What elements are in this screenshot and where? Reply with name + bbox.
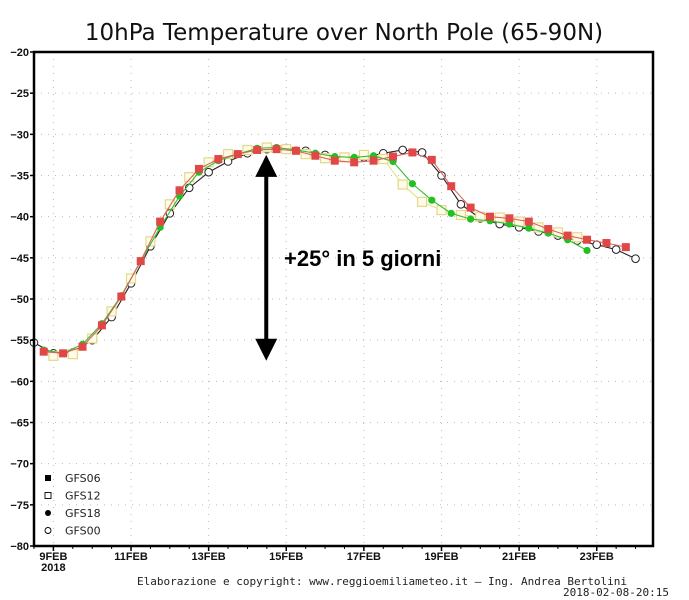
gfs00-point [398, 145, 407, 155]
gfs00-point [437, 171, 446, 180]
y-tick-label: −20 [10, 47, 29, 59]
gfs06-point [214, 155, 223, 164]
gfs06-point [291, 146, 300, 155]
gfs06-point [524, 217, 533, 226]
gfs12-point [514, 216, 525, 227]
y-tick-label: −30 [10, 129, 29, 141]
gfs06-point [602, 239, 611, 248]
gfs06-point [583, 235, 592, 244]
y-tick-label: −25 [10, 88, 29, 100]
legend-label-gfs18: GFS18 [65, 507, 101, 520]
gfs06-point [369, 156, 378, 165]
gfs06-point [253, 145, 262, 154]
credit-text: Elaborazione e copyright: www.reggioemil… [137, 575, 627, 588]
grid [34, 52, 653, 546]
gfs12-point [397, 179, 408, 190]
gfs12-point [358, 149, 369, 161]
annotation-text: +25° in 5 giorni [284, 246, 441, 271]
y-tick-label: −35 [10, 171, 29, 183]
gfs06-point [408, 148, 417, 157]
gfs12-point [222, 148, 234, 160]
gfs06-point [194, 164, 203, 173]
gfs06-point [156, 217, 165, 226]
x-tick-label: 19FEB [424, 551, 458, 563]
gfs06-point [39, 347, 48, 356]
legend-marker-gfs18 [45, 510, 51, 516]
gfs06-point [175, 186, 184, 195]
gfs12-point [416, 196, 428, 207]
gfs06-point [544, 225, 553, 234]
x-tick-label: 23FEB [580, 551, 614, 563]
series-layer [29, 142, 640, 361]
gfs18-point [583, 246, 591, 255]
gfs06-point [563, 231, 572, 240]
gfs06-point [427, 155, 436, 164]
x-tick-label: 9FEB [39, 551, 67, 563]
x-axis: 9FEB 11FEB 13FEB 15FEB 17FEB 19FEB 21FEB 23FEB 2… [33, 546, 637, 574]
gfs06-point [233, 150, 242, 159]
legend-marker-gfs12 [44, 492, 52, 499]
gfs06-point [330, 156, 339, 165]
legend-label-gfs12: GFS12 [65, 490, 101, 503]
gfs18-point [408, 180, 416, 188]
y-tick-label: −65 [10, 418, 29, 430]
legend-marker-gfs06 [45, 475, 51, 481]
annotation-arrow-head-down [255, 338, 278, 361]
gfs00-point [204, 167, 213, 177]
gfs06-point [486, 212, 495, 221]
gfs06-point [447, 182, 456, 191]
gfs18-point [525, 224, 533, 232]
legend: GFS06 GFS12 GFS18 GFS00 [44, 472, 101, 538]
gfs00-point [611, 245, 621, 254]
gfs06-point [350, 158, 359, 167]
gfs06-point [466, 203, 475, 212]
y-tick-label: −50 [10, 294, 29, 306]
annotation-arrow-head-up [255, 154, 278, 177]
y-tick-label: −60 [10, 376, 29, 388]
x-tick-label: 13FEB [192, 551, 226, 563]
gfs00-point [456, 200, 466, 209]
gfs06-point [311, 151, 320, 160]
gfs06-point [136, 257, 145, 266]
gfs18-point [466, 215, 475, 223]
gfs06-point [97, 321, 106, 330]
y-tick-label: −75 [10, 500, 29, 512]
y-tick-label: −45 [10, 253, 29, 265]
gfs18-point [447, 209, 455, 217]
gfs18-point [428, 196, 436, 204]
legend-label-gfs06: GFS06 [65, 472, 101, 485]
plot-frame [32, 50, 655, 548]
annotation-layer: +25° in 5 giorni [255, 154, 441, 361]
y-tick-label: −70 [10, 459, 29, 471]
gfs06-point [388, 152, 397, 161]
gfs06-point [505, 214, 514, 223]
gfs12-point [184, 172, 195, 183]
gfs06-point [59, 349, 68, 358]
y-tick-label: −40 [10, 212, 29, 224]
legend-marker-gfs00 [44, 527, 52, 534]
timestamp-text: 2018-02-08-20:15 [563, 586, 669, 599]
x-year-label: 2018 [41, 562, 65, 574]
series-gfs06 [39, 145, 630, 358]
y-tick-label: −80 [10, 541, 29, 553]
y-axis: −20 −25 −30 −35 −40 −45 −50 −55 −60 −65 −70 −75 −80 [10, 47, 34, 553]
gfs06-point [117, 292, 126, 301]
gfs06-point [272, 145, 281, 154]
legend-label-gfs00: GFS00 [65, 525, 101, 538]
x-tick-label: 17FEB [347, 551, 381, 563]
x-tick-label: 11FEB [114, 551, 148, 563]
gfs06-point [78, 342, 87, 351]
chart-title: 10hPa Temperature over North Pole (65-90… [85, 20, 603, 46]
gfs00-point [631, 254, 640, 263]
x-tick-label: 15FEB [269, 551, 303, 563]
x-tick-label: 21FEB [502, 551, 536, 563]
gfs06-point [621, 243, 630, 252]
y-tick-label: −55 [10, 335, 29, 347]
